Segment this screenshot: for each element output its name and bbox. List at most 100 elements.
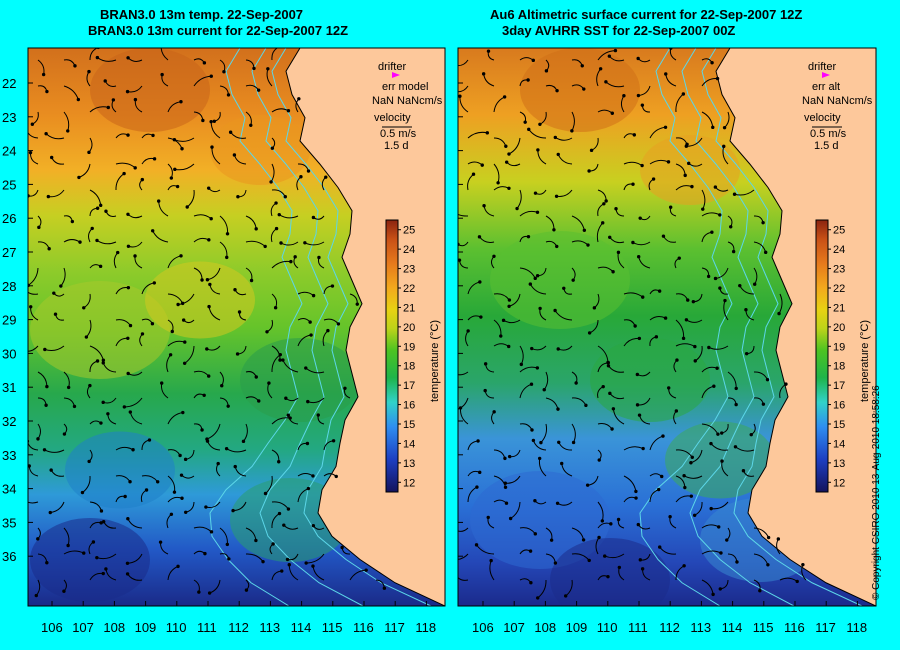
- current-vector-tip: [682, 564, 686, 568]
- current-vector-tip: [99, 421, 103, 425]
- current-vector-tip: [225, 255, 229, 260]
- current-vector-tip: [123, 494, 127, 499]
- current-vector-tip: [553, 561, 558, 565]
- current-vector-tip: [701, 207, 705, 211]
- current-vector-tip: [718, 286, 722, 290]
- sst-patch: [665, 421, 775, 499]
- current-vector: [219, 215, 229, 234]
- current-vector-tip: [451, 371, 454, 374]
- lon-tick-label: 118: [846, 620, 867, 635]
- current-vector-tip: [72, 404, 77, 409]
- current-vector: [778, 293, 783, 314]
- current-vector-tip: [483, 362, 488, 366]
- current-vector-tip: [269, 180, 273, 184]
- current-vector-tip: [693, 344, 697, 349]
- current-vector-tip: [20, 497, 23, 500]
- current-vector-tip: [478, 280, 482, 284]
- legend-err-value: NaN NaNcm/s: [372, 95, 443, 107]
- sst-patch: [470, 471, 610, 569]
- current-vector: [701, 550, 722, 555]
- current-vector-tip: [95, 238, 99, 243]
- colorbar-tick-label: 25: [403, 225, 415, 237]
- current-vector-tip: [66, 129, 70, 133]
- current-vector-tip: [585, 483, 590, 487]
- colorbar-tick-label: 13: [403, 458, 415, 470]
- current-vector-tip: [225, 542, 230, 547]
- current-vector-tip: [801, 562, 805, 567]
- current-vector: [271, 260, 291, 269]
- current-vector-tip: [555, 244, 559, 249]
- current-vector: [571, 423, 576, 443]
- lon-tick-label: 116: [784, 620, 805, 635]
- current-vector-tip: [523, 120, 527, 124]
- current-vector-tip: [131, 448, 135, 452]
- current-vector-tip: [538, 306, 542, 311]
- current-vector-tip: [734, 386, 738, 391]
- current-vector-tip: [574, 381, 578, 385]
- colorbar-tick-label: 13: [833, 458, 845, 470]
- current-vector-tip: [263, 244, 267, 249]
- current-vector-tip: [382, 586, 387, 590]
- current-vector-tip: [718, 213, 722, 217]
- drifter-marker-icon: [392, 72, 400, 78]
- current-vector-tip: [47, 247, 51, 251]
- current-vector-tip: [501, 318, 506, 323]
- current-vector-tip: [232, 153, 237, 157]
- current-vector-tip: [503, 485, 508, 489]
- current-vector-tip: [611, 270, 615, 274]
- current-vector: [675, 319, 685, 339]
- current-vector-tip: [270, 146, 275, 150]
- current-vector: [458, 85, 469, 93]
- current-vector-tip: [200, 428, 204, 432]
- current-vector-tip: [458, 406, 463, 410]
- current-vector: [282, 359, 299, 373]
- current-vector-tip: [220, 384, 224, 388]
- lat-tick-label: 34: [2, 482, 16, 497]
- current-vector-tip: [317, 255, 321, 260]
- current-vector: [538, 458, 547, 477]
- current-vector: [271, 354, 281, 373]
- lon-tick-label: 106: [41, 620, 63, 635]
- current-vector: [734, 189, 755, 196]
- current-vector-tip: [542, 388, 546, 392]
- current-vector-tip: [675, 358, 679, 362]
- current-vector-tip: [256, 88, 261, 92]
- current-vector-tip: [101, 400, 105, 405]
- current-vector-tip: [286, 109, 291, 113]
- current-vector-tip: [536, 596, 540, 600]
- colorbar-label: temperature (°C): [429, 320, 441, 402]
- panel-content: [451, 48, 876, 606]
- current-vector-tip: [254, 227, 258, 231]
- current-vector: [508, 137, 521, 155]
- current-vector-tip: [507, 152, 511, 156]
- current-vector-tip: [304, 366, 308, 370]
- current-vector-tip: [254, 375, 258, 379]
- current-vector-tip: [731, 249, 736, 254]
- current-vector-tip: [686, 161, 691, 166]
- current-vector-tip: [682, 474, 686, 478]
- legend-drifter-label: drifter: [378, 61, 406, 73]
- current-vector-tip: [684, 144, 689, 148]
- current-vector-tip: [128, 323, 133, 328]
- current-vector-tip: [261, 559, 265, 564]
- current-vector-tip: [241, 439, 246, 444]
- current-vector-tip: [172, 137, 177, 142]
- current-vector-tip: [201, 118, 205, 123]
- current-vector: [206, 423, 221, 440]
- current-vector-tip: [279, 241, 283, 245]
- current-vector-tip: [179, 100, 183, 104]
- current-vector: [28, 267, 39, 286]
- current-vector-tip: [761, 220, 765, 225]
- current-vector-tip: [334, 474, 338, 479]
- current-vector-tip: [504, 144, 508, 148]
- current-vector-tip: [557, 440, 561, 444]
- current-vector: [271, 48, 278, 61]
- current-vector-tip: [661, 234, 666, 238]
- current-vector-tip: [111, 98, 116, 102]
- current-vector-tip: [749, 432, 753, 437]
- current-vector: [245, 553, 264, 562]
- current-vector-tip: [226, 404, 230, 408]
- current-vector-tip: [641, 295, 645, 299]
- current-vector-tip: [128, 480, 132, 484]
- current-vector-tip: [608, 235, 612, 239]
